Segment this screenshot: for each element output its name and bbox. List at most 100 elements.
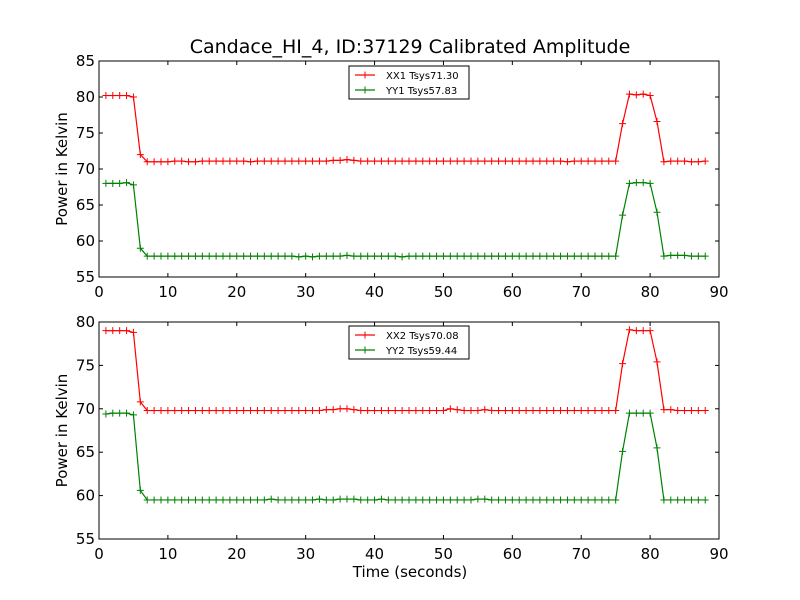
data-point [116,92,124,100]
data-point [377,495,385,503]
data-point [357,252,365,260]
data-point [536,496,544,504]
y-axis-label: Power in Kelvin [53,374,71,488]
legend-entry-label: XX1 Tsys71.30 [386,71,459,82]
data-point [515,157,523,165]
data-point [364,252,372,260]
data-point [681,157,689,165]
data-point [191,496,199,504]
data-point [329,406,337,414]
data-point [116,327,124,335]
data-point [646,179,654,187]
x-tick-label: 10 [158,283,177,301]
data-point [405,407,413,415]
data-point [612,407,620,415]
data-point [577,252,585,260]
data-point [102,410,110,418]
data-point [178,157,186,165]
data-point [419,407,427,415]
data-point [191,407,199,415]
data-point [109,179,117,187]
data-point [253,407,261,415]
data-point [598,252,606,260]
x-axis-label: Time (seconds) [352,563,468,581]
data-point [453,496,461,504]
data-point [426,496,434,504]
data-point [529,496,537,504]
data-point [136,151,144,159]
data-point [639,90,647,98]
data-point [687,496,695,504]
data-point [474,495,482,503]
data-point [419,252,427,260]
data-point [405,496,413,504]
data-point [570,157,578,165]
data-point [460,252,468,260]
data-point [109,327,117,335]
data-point [219,252,227,260]
data-point [109,409,117,417]
data-point [508,496,516,504]
data-point [701,157,709,165]
data-point [295,407,303,415]
data-point [198,496,206,504]
data-point [185,158,193,166]
y-tick-label: 55 [76,530,95,548]
data-point [577,157,585,165]
data-point [522,407,530,415]
data-point [123,409,131,417]
data-point [557,157,565,165]
x-tick-label: 40 [365,283,384,301]
data-point [405,252,413,260]
data-point [198,407,206,415]
data-point [212,496,220,504]
data-point [178,407,186,415]
data-point [274,496,282,504]
data-point [446,157,454,165]
data-point [178,496,186,504]
data-point [467,407,475,415]
data-point [522,496,530,504]
data-point [529,252,537,260]
data-point [495,496,503,504]
data-point [488,407,496,415]
legend-box [348,325,470,360]
data-point [412,252,420,260]
data-point [136,398,144,406]
data-point [205,407,213,415]
data-point [398,157,406,165]
data-point [198,252,206,260]
data-point [460,407,468,415]
data-point [336,495,344,503]
data-point [350,252,358,260]
data-point [660,252,668,260]
data-point [398,407,406,415]
data-point [591,407,599,415]
data-point [550,252,558,260]
data-point [660,158,668,166]
data-point [240,407,248,415]
data-point [371,157,379,165]
data-point [433,252,441,260]
data-point [667,157,675,165]
data-point [426,157,434,165]
data-point [322,252,330,260]
data-point [433,157,441,165]
x-tick-label: 70 [572,545,591,563]
data-point [377,407,385,415]
data-point [164,407,172,415]
data-point [384,157,392,165]
data-point [543,407,551,415]
data-point [681,496,689,504]
data-point [288,252,296,260]
data-point [253,157,261,165]
data-point [143,252,151,260]
data-point [226,157,234,165]
data-point [508,157,516,165]
data-point [329,252,337,260]
data-point [543,496,551,504]
data-point [426,252,434,260]
data-point [474,157,482,165]
data-point [570,252,578,260]
